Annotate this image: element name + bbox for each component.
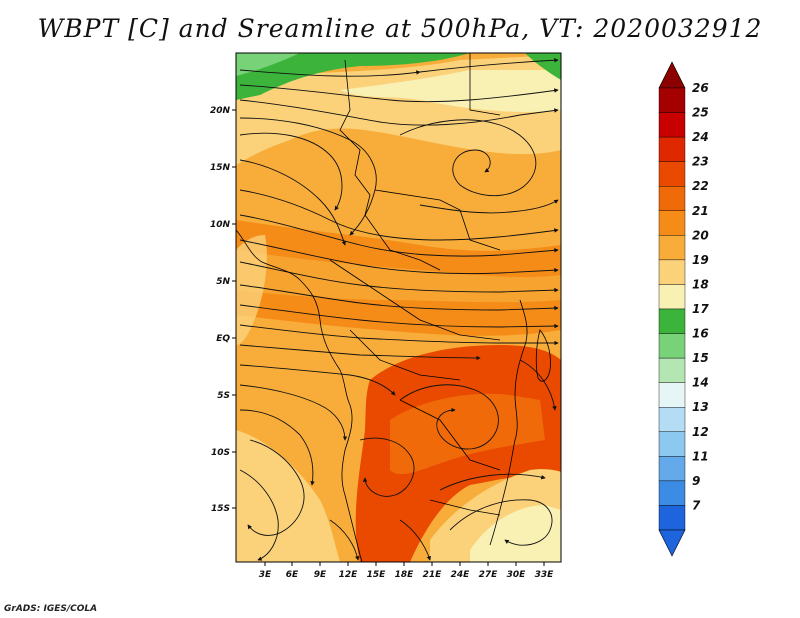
colorbar-label-9: 9: [692, 474, 700, 488]
lon-label-33e: 33E: [535, 570, 555, 580]
colorbar-label-12: 12: [692, 425, 709, 439]
lon-label-15e: 15E: [367, 570, 387, 580]
lat-label-20n: 20N: [210, 106, 231, 116]
lon-label-9e: 9E: [314, 570, 327, 580]
colorbar-cell-1: [658, 112, 686, 138]
lat-label-10s: 10S: [211, 448, 230, 458]
map-frame: [235, 52, 562, 563]
lon-label-6e: 6E: [286, 570, 299, 580]
lat-label-15n: 15N: [210, 163, 231, 173]
colorbar-label-13: 13: [692, 400, 709, 414]
colorbar-cell-4: [658, 186, 686, 211]
lon-label-30e: 30E: [507, 570, 527, 580]
colorbar-label-11: 11: [692, 449, 709, 463]
wbpt-field-18-se: [470, 505, 561, 562]
map-plot-area: [236, 53, 561, 562]
colorbar-label-16: 16: [692, 327, 709, 341]
colorbar-label-23: 23: [692, 155, 709, 169]
wbpt-field-20-band: [236, 250, 561, 303]
colorbar-cell-15: [658, 456, 686, 482]
colorbar-cell-3: [658, 161, 686, 187]
colorbar-cell-16: [658, 480, 686, 506]
colorbar-cell-12: [658, 382, 686, 408]
colorbar-cell-0: [658, 87, 686, 113]
wbpt-field-17: [236, 53, 470, 100]
colorbar-cell-6: [658, 235, 686, 261]
latitude-axis: 20N 15N 10N 5N EQ 5S 10S 15S: [210, 106, 236, 514]
lat-label-5s: 5S: [217, 391, 230, 401]
colorbar-cell-14: [658, 431, 686, 457]
colorbar-bottom-arrow: [658, 529, 686, 557]
colorbar-labels: 26 25 24 23 22 21 20 19 18 17 16 15 14 13 12 11 9 7: [692, 81, 709, 512]
colorbar-cell-17: [658, 505, 686, 531]
colorbar-cell-9: [658, 308, 686, 334]
lon-label-27e: 27E: [479, 570, 499, 580]
colorbar-label-7: 7: [692, 498, 701, 512]
lat-label-5n: 5N: [216, 277, 230, 287]
lat-label-15s: 15S: [211, 504, 230, 514]
colorbar-label-14: 14: [692, 376, 709, 390]
lon-label-24e: 24E: [451, 570, 471, 580]
streamlines: [239, 57, 559, 561]
colorbar-label-21: 21: [692, 204, 709, 218]
colorbar-label-19: 19: [692, 253, 709, 267]
longitude-axis: 3E 6E 9E 12E 15E 18E 21E 24E 27E 30E 33E: [259, 562, 554, 580]
colorbar-cell-2: [658, 136, 686, 162]
colorbar-top-arrow: [658, 61, 686, 89]
colorbar-cell-10: [658, 333, 686, 359]
lon-label-21e: 21E: [423, 570, 443, 580]
colorbar-label-22: 22: [692, 179, 709, 193]
colorbar-cell-11: [658, 357, 686, 383]
wbpt-field-16: [236, 53, 300, 76]
credit-text: GrADS: IGES/COLA: [4, 604, 98, 614]
lat-label-eq: EQ: [216, 334, 230, 344]
colorbar-cells: [658, 87, 686, 531]
colorbar: 26 25 24 23 22 21 20 19 18 17 16 15 14 13 12 11 9 7: [658, 61, 709, 557]
colorbar-cell-13: [658, 407, 686, 432]
lat-label-10n: 10N: [210, 220, 231, 230]
lon-label-18e: 18E: [395, 570, 415, 580]
wbpt-field-18: [340, 70, 561, 112]
colorbar-label-20: 20: [692, 228, 709, 242]
colorbar-cell-8: [658, 284, 686, 310]
lon-label-12e: 12E: [339, 570, 359, 580]
colorbar-label-17: 17: [692, 302, 709, 316]
colorbar-cell-7: [658, 259, 686, 285]
wbpt-field-19-sw: [236, 430, 340, 562]
coastlines-borders: [236, 53, 551, 562]
page-title: WBPT [C] and Sreamline at 500hPa, VT: 20…: [37, 14, 763, 43]
colorbar-label-15: 15: [692, 351, 709, 365]
colorbar-label-25: 25: [692, 106, 709, 120]
colorbar-cell-5: [658, 210, 686, 236]
colorbar-label-26: 26: [692, 81, 709, 95]
lon-label-3e: 3E: [259, 570, 272, 580]
colorbar-label-18: 18: [692, 277, 709, 291]
colorbar-label-24: 24: [692, 130, 709, 144]
wbpt-field-22: [390, 393, 545, 475]
